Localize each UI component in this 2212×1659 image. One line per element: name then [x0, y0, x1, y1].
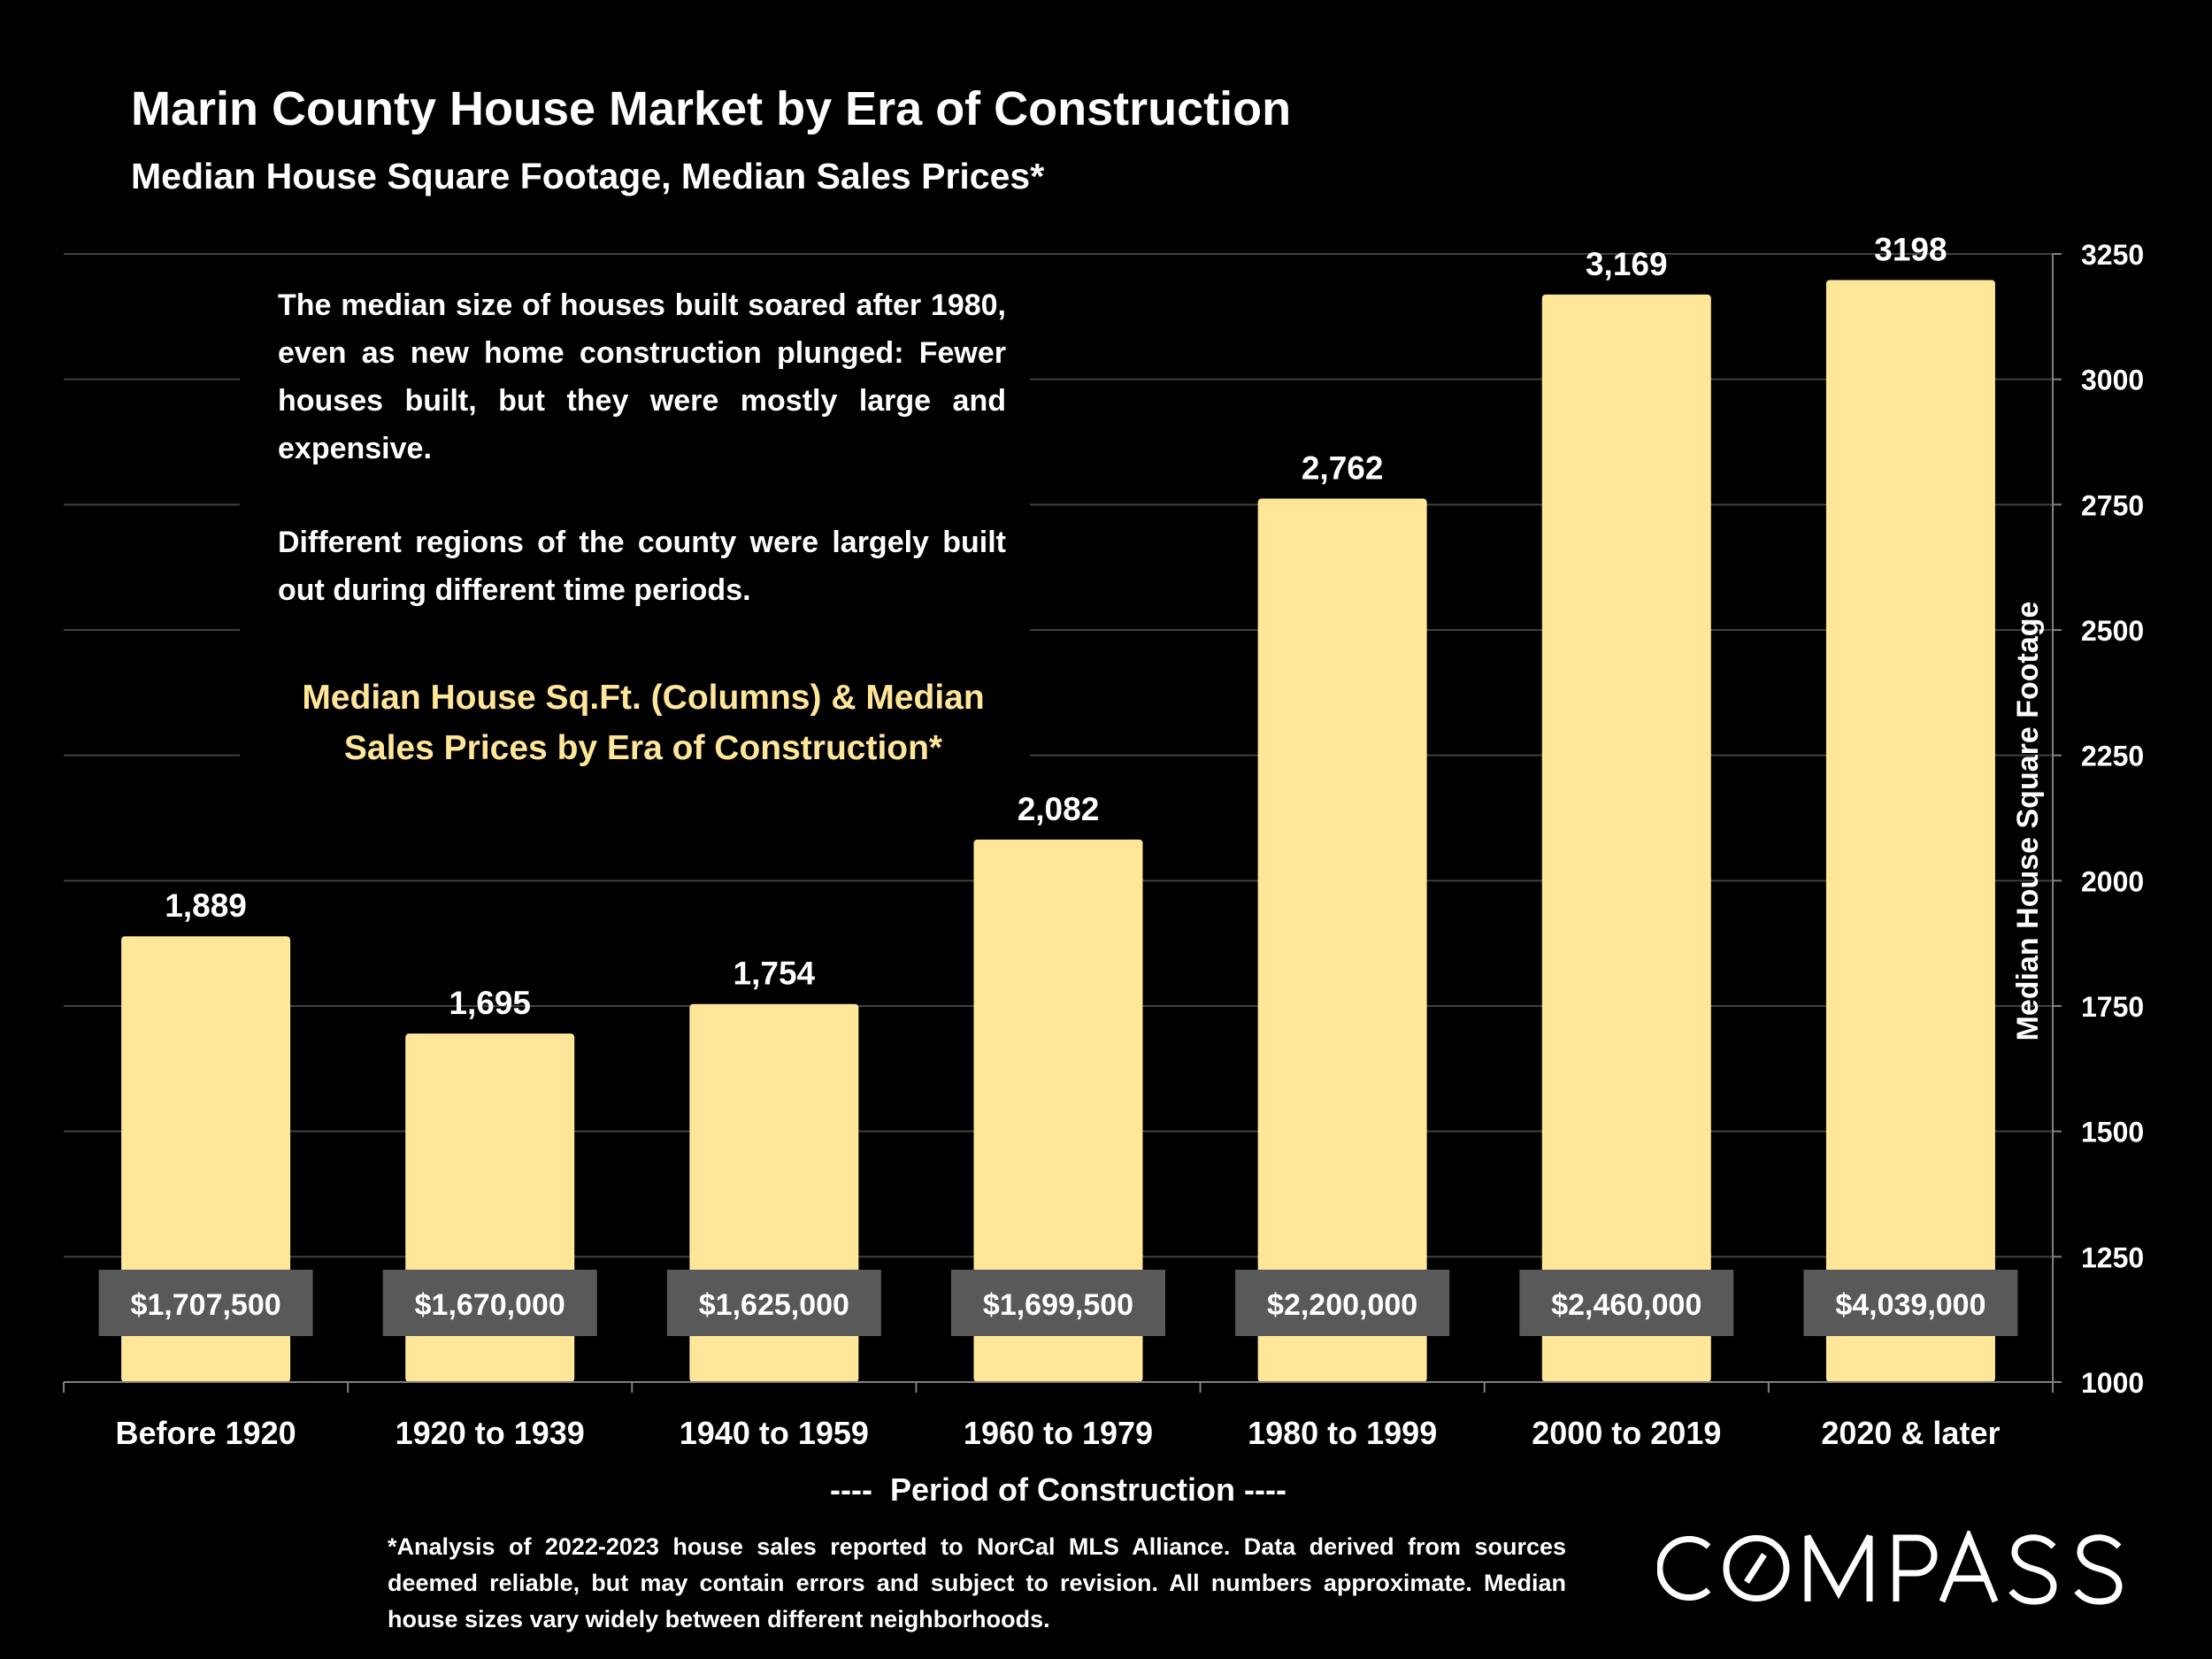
price-label: $2,200,000	[1267, 1288, 1417, 1322]
value-label: 2,762	[1302, 450, 1384, 487]
y-tick-label: 2500	[2081, 615, 2144, 647]
y-axis-title: Median House Square Footage	[2011, 602, 2045, 1041]
chart-caption: Median House Sq.Ft. (Columns) & Median S…	[302, 679, 985, 767]
x-tick-label: 1940 to 1959	[680, 1415, 869, 1451]
x-axis-title: ---- Period of Construction ----	[830, 1471, 1286, 1508]
y-tick-label: 3250	[2081, 239, 2144, 271]
x-tick-label: 2020 & later	[1821, 1415, 2000, 1451]
price-labels: $1,707,500 $1,670,000 $1,625,000 $1,699,500…	[98, 1270, 2018, 1336]
bar-2020-later	[1825, 280, 1995, 1382]
y-tick-label: 1000	[2081, 1367, 2144, 1399]
bar-1960-to-1979	[973, 839, 1143, 1382]
y-tick-label: 1500	[2081, 1117, 2144, 1148]
y-tick-labels: 1000 1250 1500 1750 2000 2250 2500 2750 3000 3250	[2081, 239, 2144, 1399]
x-tick-label: 1980 to 1999	[1248, 1415, 1437, 1451]
price-label-box	[666, 1270, 881, 1336]
price-label: $1,670,000	[415, 1288, 565, 1322]
y-tick-label: 2250	[2081, 741, 2144, 772]
chart-title: Marin County House Market by Era of Cons…	[131, 82, 1292, 135]
x-tick-label: Before 1920	[116, 1415, 296, 1451]
price-label: $1,699,500	[983, 1288, 1133, 1322]
price-label: $2,460,000	[1551, 1288, 1701, 1322]
compass-logo	[1657, 1531, 2123, 1605]
price-label-box	[1519, 1270, 1734, 1336]
axes	[63, 253, 2062, 1393]
y-tick-label: 2000	[2081, 865, 2144, 897]
price-label: $4,039,000	[1835, 1288, 1985, 1322]
value-label: 3,169	[1586, 246, 1668, 282]
value-labels: 1,889 1,695 1,754 2,082 2,762 3,169 3198	[165, 231, 1947, 1021]
chart-subtitle: Median House Square Footage, Median Sale…	[131, 156, 1045, 196]
x-tick-label: 1920 to 1939	[396, 1415, 585, 1451]
y-tick-label: 2750	[2081, 489, 2144, 521]
x-tick-labels: Before 1920 1920 to 1939 1940 to 1959 1960 …	[116, 1415, 2001, 1451]
y-tick-label: 1750	[2081, 991, 2144, 1023]
value-label: 3198	[1874, 231, 1947, 267]
bar-2000-to-2019	[1541, 294, 1711, 1382]
price-label: $1,707,500	[130, 1288, 280, 1322]
price-label-box	[1235, 1270, 1450, 1336]
price-label-box	[382, 1270, 597, 1336]
x-tick-label: 1960 to 1979	[964, 1415, 1153, 1451]
price-label-box	[951, 1270, 1165, 1336]
footnote: *Analysis of 2022-2023 house sales repor…	[388, 1533, 1566, 1632]
annotation-paragraph-1: The median size of houses built soared a…	[278, 288, 1006, 465]
bar-1980-to-1999	[1257, 498, 1427, 1382]
y-tick-label: 3000	[2081, 365, 2144, 396]
annotation-background	[240, 268, 1030, 776]
x-tick-label: 2000 to 2019	[1532, 1415, 1721, 1451]
annotation-paragraph-2: Different regions of the county were lar…	[278, 526, 1006, 607]
value-label: 1,754	[733, 956, 816, 992]
price-label: $1,625,000	[699, 1288, 849, 1322]
price-label-box	[98, 1270, 313, 1336]
value-label: 1,889	[165, 887, 247, 924]
y-tick-label: 1250	[2081, 1241, 2144, 1273]
value-label: 2,082	[1018, 791, 1100, 827]
price-label-box	[1803, 1270, 2018, 1336]
value-label: 1,695	[449, 985, 531, 1021]
